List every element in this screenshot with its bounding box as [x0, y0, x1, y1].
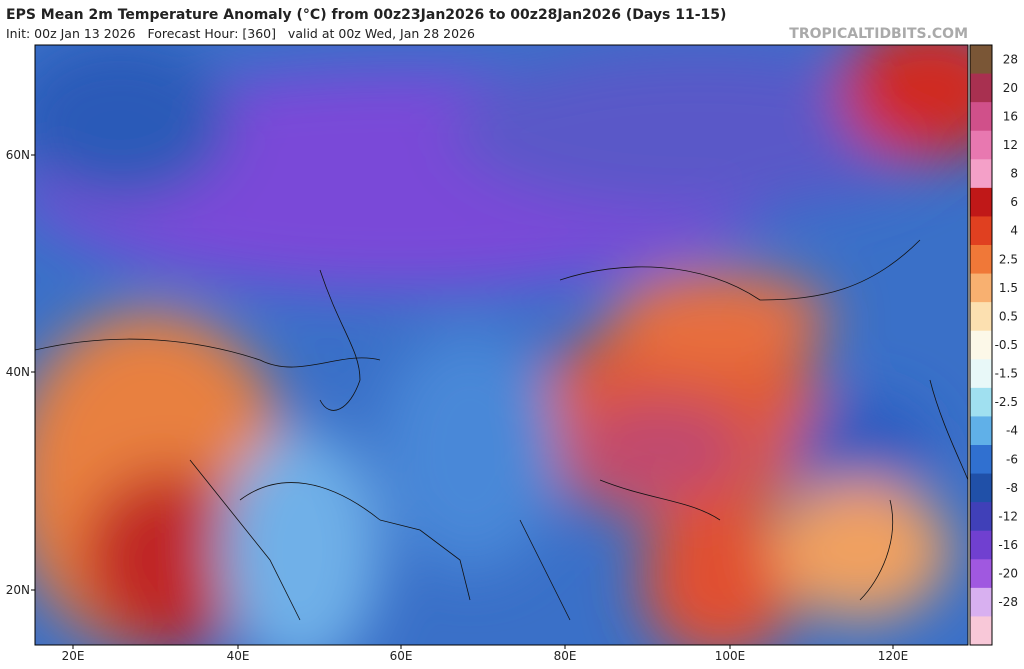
colorbar-label: -16 — [998, 538, 1018, 552]
lon-label: 100E — [715, 649, 746, 663]
lon-label: 40E — [227, 649, 250, 663]
colorbar-frame — [969, 44, 993, 646]
colorbar-segment — [970, 273, 992, 303]
colorbar-segment — [970, 187, 992, 217]
colorbar-label: 20 — [1003, 81, 1018, 95]
lat-label: 20N — [6, 583, 30, 597]
colorbar-segment — [970, 159, 992, 189]
colorbar-label: 8 — [1010, 167, 1018, 181]
lon-label: 120E — [878, 649, 909, 663]
colorbar-segment — [970, 502, 992, 532]
colorbar-label: -28 — [998, 595, 1018, 609]
map-frame — [34, 44, 969, 646]
lon-label: 20E — [62, 649, 85, 663]
colorbar-segment — [970, 216, 992, 246]
colorbar-label: 1.5 — [999, 281, 1018, 295]
colorbar-label: 4 — [1010, 224, 1018, 238]
colorbar-segment — [970, 387, 992, 417]
colorbar-label: 16 — [1003, 109, 1018, 123]
site-label: TROPICALTIDBITS.COM — [789, 26, 968, 42]
colorbar-label: 0.5 — [999, 309, 1018, 323]
lon-label: 80E — [554, 649, 577, 663]
colorbar-segment — [970, 559, 992, 589]
colorbar-label: 2.5 — [999, 252, 1018, 266]
colorbar: 28 20 16 12 8 6 4 2.5 1.5 0.5 -0.5 -1.5 -2.5 -4 -6 -8 -1… — [969, 44, 1018, 646]
colorbar-segment — [970, 330, 992, 360]
map — [35, 45, 968, 645]
colorbar-label: -4 — [1006, 424, 1018, 438]
colorbar-segment — [970, 416, 992, 446]
colorbar-segment — [970, 473, 992, 503]
colorbar-label: -2.5 — [995, 395, 1018, 409]
colorbar-label: -1.5 — [995, 367, 1018, 381]
colorbar-segment — [970, 45, 992, 75]
colorbar-segment — [970, 587, 992, 617]
colorbar-label: 6 — [1010, 195, 1018, 209]
colorbar-segment — [970, 130, 992, 160]
colorbar-label: -0.5 — [995, 338, 1018, 352]
colorbar-segment — [970, 245, 992, 275]
colorbar-segment — [970, 616, 992, 646]
colorbar-label: 28 — [1003, 52, 1018, 66]
colorbar-label: 12 — [1003, 138, 1018, 152]
lat-label: 40N — [6, 365, 30, 379]
colorbar-label: -8 — [1006, 481, 1018, 495]
colorbar-label: -12 — [998, 509, 1018, 523]
colorbar-segment — [970, 445, 992, 475]
colorbar-segment — [970, 530, 992, 560]
colorbar-segment — [970, 302, 992, 332]
colorbar-segment — [970, 102, 992, 132]
subtitle: Init: 00z Jan 13 2026 Forecast Hour: [36… — [6, 26, 475, 41]
lon-label: 60E — [390, 649, 413, 663]
colorbar-label: -6 — [1006, 452, 1018, 466]
colorbar-segment — [970, 73, 992, 103]
title: EPS Mean 2m Temperature Anomaly (°C) fro… — [6, 7, 726, 23]
colorbar-label: -20 — [998, 567, 1018, 581]
lat-label: 60N — [6, 148, 30, 162]
colorbar-segment — [970, 359, 992, 389]
